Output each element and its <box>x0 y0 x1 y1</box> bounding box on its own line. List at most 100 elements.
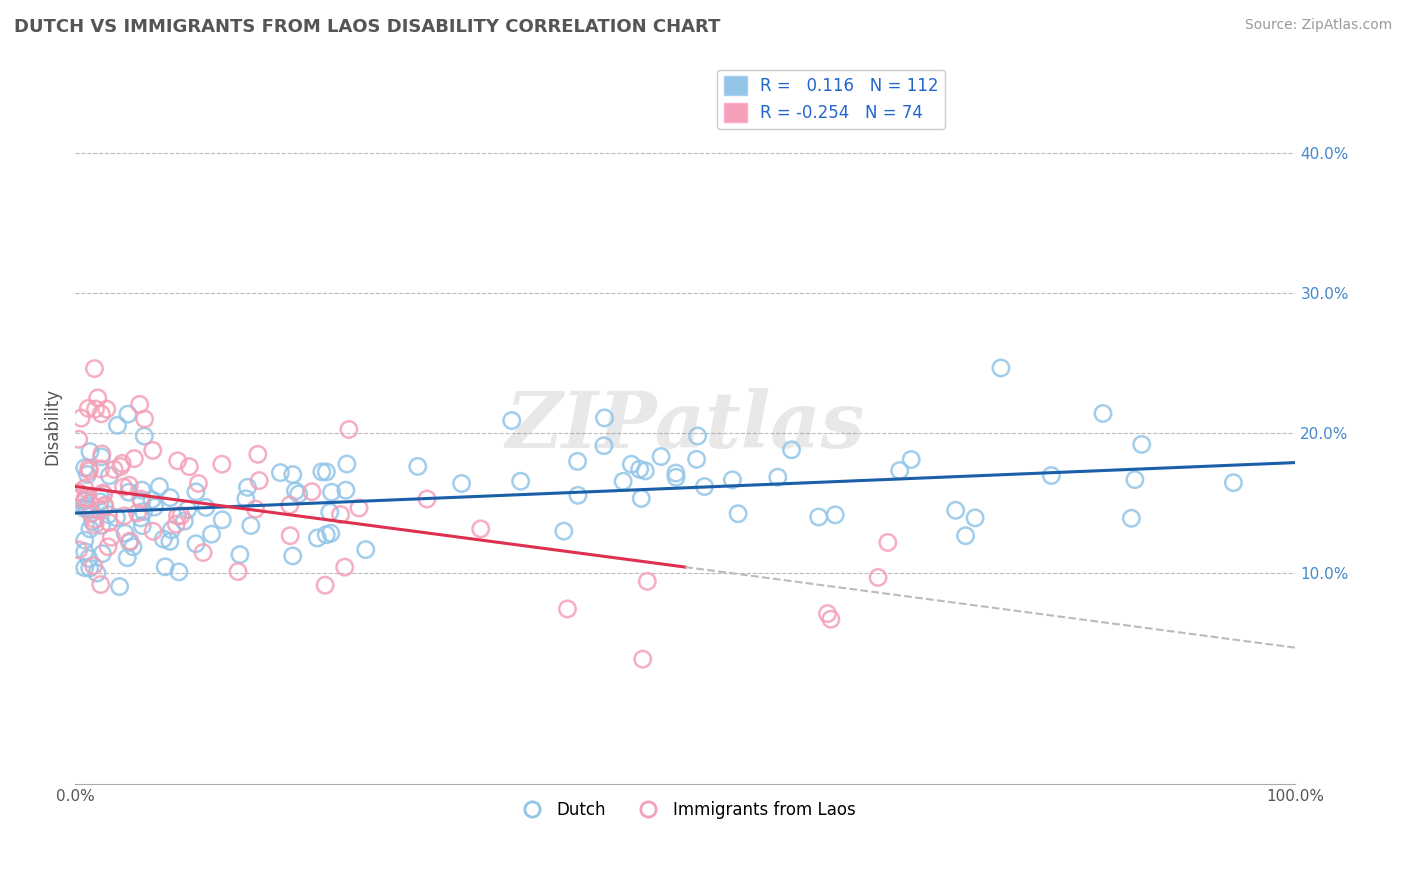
Point <box>347 500 370 515</box>
Point <box>315 527 337 541</box>
Point <box>628 462 651 476</box>
Point <box>281 467 304 482</box>
Point <box>98 468 121 483</box>
Text: Source: ZipAtlas.com: Source: ZipAtlas.com <box>1244 18 1392 32</box>
Point <box>73 533 96 548</box>
Point <box>314 578 336 592</box>
Point <box>665 470 688 484</box>
Point <box>889 464 911 478</box>
Point <box>229 548 252 562</box>
Point <box>131 494 153 508</box>
Point <box>79 522 101 536</box>
Point <box>112 508 135 523</box>
Point <box>236 480 259 494</box>
Point <box>307 531 329 545</box>
Legend: Dutch, Immigrants from Laos: Dutch, Immigrants from Laos <box>509 794 862 825</box>
Point <box>246 447 269 461</box>
Point <box>122 540 145 554</box>
Point <box>406 459 429 474</box>
Point <box>75 499 97 513</box>
Point <box>965 511 987 525</box>
Point <box>179 459 201 474</box>
Point <box>76 501 98 516</box>
Point <box>1130 437 1153 451</box>
Point <box>82 515 104 529</box>
Point <box>820 612 842 626</box>
Point <box>1091 407 1114 421</box>
Point <box>160 523 183 537</box>
Point <box>247 474 270 488</box>
Point <box>301 484 323 499</box>
Point <box>557 602 579 616</box>
Point <box>553 524 575 538</box>
Point <box>86 566 108 580</box>
Point <box>90 462 112 476</box>
Point <box>184 484 207 499</box>
Text: DUTCH VS IMMIGRANTS FROM LAOS DISABILITY CORRELATION CHART: DUTCH VS IMMIGRANTS FROM LAOS DISABILITY… <box>14 18 720 36</box>
Point <box>80 507 103 521</box>
Point <box>333 560 356 574</box>
Point <box>184 537 207 551</box>
Point <box>83 361 105 376</box>
Y-axis label: Disability: Disability <box>44 387 60 465</box>
Point <box>83 512 105 526</box>
Point <box>159 491 181 505</box>
Point <box>152 532 174 546</box>
Point <box>73 460 96 475</box>
Point <box>127 506 149 520</box>
Point <box>73 482 96 496</box>
Point <box>470 522 492 536</box>
Point <box>77 461 100 475</box>
Point <box>91 486 114 500</box>
Point <box>67 491 90 506</box>
Point <box>1222 475 1244 490</box>
Point <box>76 467 98 482</box>
Point <box>129 511 152 525</box>
Point <box>118 478 141 492</box>
Point <box>117 407 139 421</box>
Point <box>110 459 132 474</box>
Point <box>187 476 209 491</box>
Point <box>693 479 716 493</box>
Point <box>612 475 634 489</box>
Point <box>1123 473 1146 487</box>
Point <box>131 518 153 533</box>
Point <box>727 507 749 521</box>
Point <box>235 491 257 506</box>
Point <box>685 452 707 467</box>
Point <box>131 483 153 498</box>
Point <box>990 361 1012 376</box>
Point <box>91 547 114 561</box>
Point <box>134 412 156 426</box>
Point <box>173 514 195 528</box>
Point <box>67 542 90 557</box>
Point <box>118 535 141 549</box>
Point <box>73 560 96 574</box>
Point <box>1121 511 1143 525</box>
Point <box>108 580 131 594</box>
Point <box>96 402 118 417</box>
Point <box>319 526 342 541</box>
Point <box>450 476 472 491</box>
Point <box>876 535 898 549</box>
Point <box>955 529 977 543</box>
Point <box>107 418 129 433</box>
Point <box>167 565 190 579</box>
Point <box>337 422 360 436</box>
Point <box>118 534 141 549</box>
Point <box>83 558 105 573</box>
Point <box>319 505 342 519</box>
Point <box>817 607 839 621</box>
Point <box>567 454 589 468</box>
Point <box>97 508 120 522</box>
Point <box>1040 468 1063 483</box>
Point <box>142 443 165 458</box>
Point <box>287 487 309 501</box>
Point <box>354 542 377 557</box>
Point <box>90 407 112 421</box>
Point <box>90 518 112 533</box>
Point <box>239 518 262 533</box>
Point <box>75 491 97 506</box>
Point <box>97 540 120 554</box>
Point <box>67 485 90 500</box>
